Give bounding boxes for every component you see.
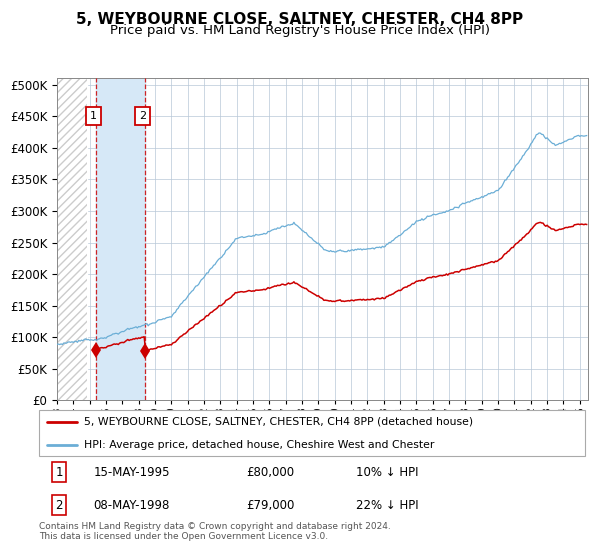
- Text: 08-MAY-1998: 08-MAY-1998: [94, 498, 170, 512]
- Text: 2: 2: [139, 111, 146, 122]
- Bar: [57, 78, 87, 400]
- Text: 1: 1: [55, 465, 63, 479]
- Bar: [57, 78, 87, 400]
- FancyBboxPatch shape: [39, 410, 585, 456]
- Text: 15-MAY-1995: 15-MAY-1995: [94, 465, 170, 479]
- Text: 10% ↓ HPI: 10% ↓ HPI: [356, 465, 418, 479]
- Bar: [96, 78, 145, 400]
- Text: 5, WEYBOURNE CLOSE, SALTNEY, CHESTER, CH4 8PP: 5, WEYBOURNE CLOSE, SALTNEY, CHESTER, CH…: [76, 12, 524, 27]
- Text: £80,000: £80,000: [247, 465, 295, 479]
- Text: Price paid vs. HM Land Registry's House Price Index (HPI): Price paid vs. HM Land Registry's House …: [110, 24, 490, 37]
- Text: £79,000: £79,000: [247, 498, 295, 512]
- Text: 22% ↓ HPI: 22% ↓ HPI: [356, 498, 418, 512]
- Text: 2: 2: [55, 498, 63, 512]
- Text: 1: 1: [90, 111, 97, 122]
- Text: Contains HM Land Registry data © Crown copyright and database right 2024.
This d: Contains HM Land Registry data © Crown c…: [39, 522, 391, 542]
- Text: HPI: Average price, detached house, Cheshire West and Chester: HPI: Average price, detached house, Ches…: [84, 440, 434, 450]
- Text: 5, WEYBOURNE CLOSE, SALTNEY, CHESTER, CH4 8PP (detached house): 5, WEYBOURNE CLOSE, SALTNEY, CHESTER, CH…: [84, 417, 473, 427]
